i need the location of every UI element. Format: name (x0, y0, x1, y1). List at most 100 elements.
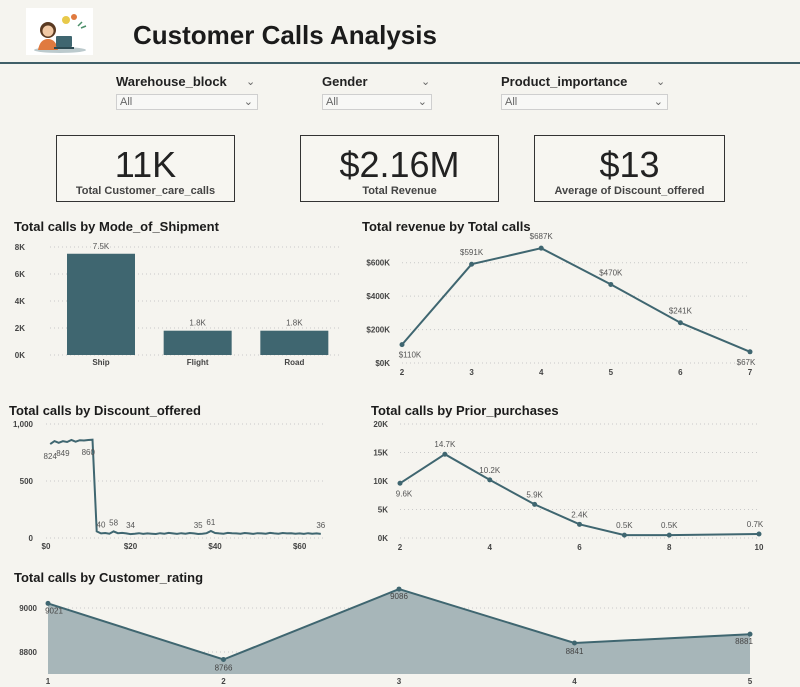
x-tick-label: $20 (124, 542, 138, 551)
filter-gender[interactable]: Gender ⌄ All ⌄ (322, 74, 432, 112)
chevron-down-icon[interactable]: ⌄ (656, 76, 666, 88)
x-tick-label: $0 (42, 542, 51, 551)
data-label: 58 (109, 518, 118, 527)
data-point (608, 281, 614, 287)
header-divider (0, 62, 800, 64)
data-label: 9.6K (396, 489, 413, 498)
kpi-value: $13 (599, 144, 660, 185)
data-label: 40 (97, 520, 106, 529)
filter-select[interactable]: All ⌄ (501, 94, 668, 110)
y-tick-label: $200K (366, 326, 390, 335)
customer-support-icon (34, 14, 87, 53)
x-tick-label: 4 (488, 543, 493, 552)
data-label: 824 (44, 452, 58, 461)
series-line (401, 247, 751, 353)
data-point (442, 451, 448, 457)
data-point (621, 532, 627, 538)
filter-title: Gender (322, 74, 368, 89)
data-label: 5.9K (526, 490, 543, 499)
data-label: 8881 (735, 637, 753, 646)
filter-select[interactable]: All ⌄ (116, 94, 258, 110)
kpi-value: 11K (114, 144, 177, 185)
data-label: 849 (56, 449, 70, 458)
data-label: 2.4K (571, 510, 588, 519)
data-label: 0.7K (747, 520, 764, 529)
x-tick-label: 4 (572, 677, 577, 686)
filter-select[interactable]: All ⌄ (322, 94, 432, 110)
data-label: 1.8K (189, 319, 206, 328)
filter-value: All (326, 96, 339, 108)
filter-value: All (120, 96, 133, 108)
data-label: 7.5K (93, 242, 110, 251)
series-line (49, 438, 321, 536)
data-point (532, 501, 538, 507)
bar (260, 330, 329, 355)
data-label: 8766 (215, 663, 233, 672)
chevron-down-icon[interactable]: ⌄ (417, 96, 427, 108)
kpi-label: Total Revenue (362, 185, 437, 197)
chart-title-shipment: Total calls by Mode_of_Shipment (14, 219, 219, 234)
data-label: 0.5K (661, 521, 678, 530)
data-label: 35 (194, 521, 203, 530)
bar (67, 253, 135, 355)
data-point (487, 477, 493, 483)
data-point (747, 349, 753, 355)
y-tick-label: 1,000 (13, 420, 34, 429)
filter-value: All (505, 96, 518, 108)
filter-product-importance[interactable]: Product_importance ⌄ All ⌄ (501, 74, 668, 112)
chevron-down-icon[interactable]: ⌄ (243, 96, 253, 108)
bar (163, 330, 232, 355)
y-tick-label: 15K (373, 449, 388, 458)
x-tick-label: 2 (398, 543, 403, 552)
chart-title-discount: Total calls by Discount_offered (9, 403, 201, 418)
data-label: $687K (530, 232, 554, 241)
x-tick-label: 7 (748, 368, 753, 377)
data-label: $470K (599, 268, 623, 277)
y-tick-label: 0 (29, 534, 34, 543)
y-tick-label: 2K (15, 324, 25, 333)
x-tick-label: 6 (678, 368, 683, 377)
filter-title: Product_importance (501, 74, 628, 89)
data-point (396, 586, 402, 592)
data-label: 14.7K (434, 440, 456, 449)
page-title: Customer Calls Analysis (133, 20, 437, 50)
data-point (45, 600, 51, 606)
x-tick-label: Road (284, 358, 304, 367)
chevron-down-icon[interactable]: ⌄ (246, 76, 256, 88)
x-tick-label: 2 (400, 368, 405, 377)
x-tick-label: Ship (92, 358, 109, 367)
y-tick-label: 0K (15, 351, 25, 360)
data-label: 9021 (45, 606, 63, 615)
data-label: 9086 (390, 592, 408, 601)
x-tick-label: 5 (609, 368, 614, 377)
data-point (399, 342, 405, 348)
data-label: 10.2K (479, 466, 501, 475)
data-point (666, 532, 672, 538)
x-tick-label: 10 (755, 543, 764, 552)
y-tick-label: 10K (373, 477, 388, 486)
data-label: 860 (82, 448, 96, 457)
kpi-card-calls: 11K Total Customer_care_calls (56, 135, 235, 202)
x-tick-label: Flight (187, 358, 209, 367)
data-point (747, 631, 753, 637)
y-tick-label: 0K (378, 534, 388, 543)
y-tick-label: $400K (366, 292, 390, 301)
kpi-label: Average of Discount_offered (554, 185, 705, 197)
chevron-down-icon[interactable]: ⌄ (421, 76, 431, 88)
x-tick-label: $60 (293, 542, 307, 551)
data-point (397, 480, 403, 486)
data-label: 34 (126, 521, 135, 530)
y-tick-label: 9000 (19, 604, 37, 613)
data-point (572, 640, 577, 646)
kpi-label: Total Customer_care_calls (75, 185, 216, 197)
filter-title: Warehouse_block (116, 74, 227, 89)
data-label: $67K (737, 358, 756, 367)
data-label: 1.8K (286, 319, 303, 328)
y-tick-label: $0K (375, 359, 390, 368)
chevron-down-icon[interactable]: ⌄ (653, 96, 663, 108)
x-tick-label: 3 (469, 368, 474, 377)
data-point (677, 320, 683, 326)
filter-warehouse-block[interactable]: Warehouse_block ⌄ All ⌄ (116, 74, 258, 112)
x-tick-label: 6 (577, 543, 582, 552)
data-label: 36 (316, 521, 325, 530)
